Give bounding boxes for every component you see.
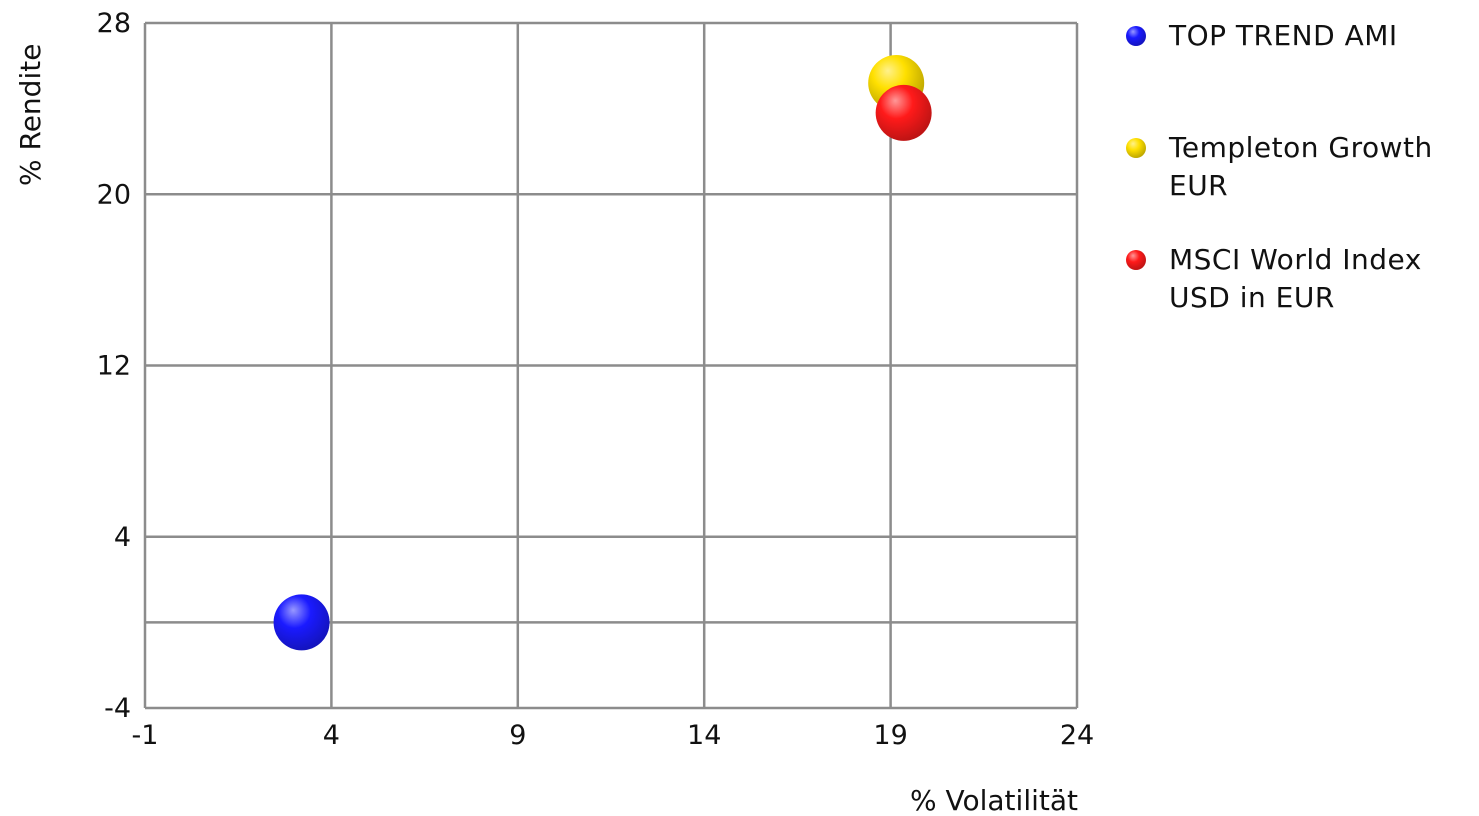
y-axis-title: % Rendite [14,44,47,186]
y-tick-label: 4 [114,522,131,553]
legend-marker [1126,250,1146,270]
y-axis-ticks: -4 4 12 20 28 [97,8,131,724]
x-tick-label: 14 [687,720,721,751]
x-tick-label: 24 [1060,720,1094,751]
x-tick-label: 4 [323,720,340,751]
data-point [875,84,932,141]
x-tick-label: 9 [509,720,526,751]
legend-label: MSCI World Index [1169,243,1422,276]
y-tick-label: 28 [97,8,131,39]
y-tick-label: 12 [97,351,131,382]
data-point [273,594,330,651]
legend-label: Templeton Growth [1168,131,1433,164]
legend: TOP TREND AMI Templeton Growth EUR MSCI Wor… [1126,19,1433,314]
legend-marker [1126,138,1146,158]
x-axis-title: % Volatilität [910,784,1078,816]
legend-label: USD in EUR [1169,281,1335,314]
legend-label: TOP TREND AMI [1168,19,1398,52]
legend-label: EUR [1169,169,1228,202]
legend-marker [1126,26,1146,46]
data-points [273,54,932,651]
x-axis-ticks: -1 4 9 14 19 24 [132,720,1095,751]
y-tick-label: 20 [97,179,131,210]
x-tick-label: -1 [132,720,159,751]
x-tick-label: 19 [873,720,907,751]
y-tick-label: -4 [104,693,131,724]
